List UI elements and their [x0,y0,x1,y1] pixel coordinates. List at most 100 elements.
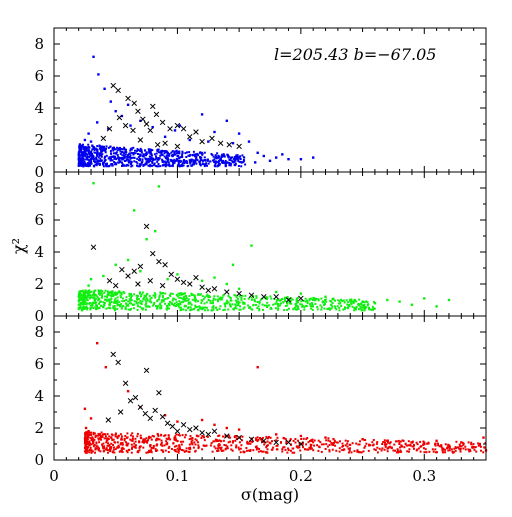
panel-2-band-point [332,297,335,300]
panel-2-band-point [78,300,81,303]
panel-1-band-point [204,162,207,165]
panel-1-band-point [162,150,165,153]
panel-1-band-point [118,159,121,162]
panel-2-band-point [141,308,144,311]
panel-1-band-point [150,156,153,159]
panel-3-band-point [444,443,447,446]
panel-2-band-point [297,308,300,311]
panel-1-band-point [213,158,216,161]
panel-1-band-point [220,155,223,158]
panel-3-band-point [114,434,117,436]
panel-3-band-point [367,449,370,452]
panel-1-band-point [197,154,200,157]
panel-1-band-point [195,158,198,161]
panel-3-band-point [459,445,462,448]
panel-3-band-point [353,450,356,453]
panel-3-cross [142,410,149,417]
panel-2-band-point [317,299,320,302]
panel-3-band-point [393,443,396,446]
panel-2-band-point [120,293,123,296]
panel-3-cross [137,404,144,410]
panel-3-band-point [174,435,177,438]
panel-1-band-point [81,145,84,148]
panel-3-band-point [106,433,109,436]
panel-2-band-point [80,297,83,300]
panel-2-band-point [365,306,368,309]
panel-3-band-point [436,442,439,445]
panel-2-band-point [365,300,368,303]
panel-2-band-point [274,307,277,310]
panel-2-band-point [79,305,82,308]
panel-3-band-point [266,437,269,440]
panel-3-band-point [91,450,94,453]
panel-2-band-point [185,299,187,302]
panel-3-band-point [104,435,107,438]
panel-2-band-point [238,301,241,304]
panel-2-band-point [272,303,275,306]
panel-1-band-point [242,159,245,161]
panel-1-band-point [95,158,98,161]
panel-1-marks [77,55,315,168]
panel-2-band-point [181,308,184,311]
panel-2-band-point [201,295,204,298]
panel-3-band-point [261,450,264,453]
panel-2-band-point [293,307,296,309]
panel-2-cross [156,258,162,265]
panel-3-band-point [385,443,388,446]
panel-1-cross [131,100,137,106]
panel-3-band-point [201,448,204,451]
panel-1-band-point [216,161,219,164]
panel-2-band-point [137,304,139,307]
panel-1-band-point [121,151,123,153]
panel-3-band-point [142,440,145,443]
panel-1-band-point [157,163,160,165]
y-tick-label: 0 [34,307,44,325]
panel-2-band-point [203,306,206,309]
panel-1-point [299,158,303,161]
panel-2-cross [143,223,150,230]
panel-3-band-point [146,440,149,442]
panel-1-band-point [163,160,166,163]
panel-2-band-point [123,292,126,295]
panel-3-band-point [338,447,341,450]
panel-1-band-point [236,158,239,161]
panel-3-band-point [226,445,229,448]
panel-1-band-point [206,158,209,161]
panel-1-band-point [225,164,227,167]
panel-1-band-point [167,161,170,164]
panel-2-band-point [84,295,87,298]
panel-3-band-point [215,440,218,443]
panel-1-band-point [132,146,135,149]
panel-2-band-point [161,294,164,297]
panel-1-band-point [82,146,85,149]
panel-1-band-point [89,163,91,165]
panel-3-band-point [97,449,100,452]
panel-2-band-point [150,301,153,304]
panel-2-frame [53,171,487,317]
panel-2-band-point [280,299,283,302]
panel-2-band-point [204,296,207,299]
panel-1-band-point [103,148,106,151]
panel-1-band-point [145,160,148,163]
panel-3-band-point [424,448,427,451]
panel-3-band-point [179,448,181,450]
panel-1-band-point [200,151,203,154]
panel-1-cross [162,140,168,146]
panel-3-band-point [143,438,146,441]
panel-2-band-point [154,295,157,297]
panel-3-band-point [320,443,323,446]
panel-1-cross [154,142,161,148]
panel-3-band-point [135,444,137,447]
panel-2-band-point [152,294,155,297]
panel-3-point [386,439,389,442]
panel-1-point [247,140,251,143]
panel-2-band-point [295,300,298,303]
panel-3-band-point [324,448,327,450]
panel-2-band-point [153,303,155,306]
panel-3-band-point [351,442,354,445]
panel-1-band-point [181,165,184,167]
panel-3-band-point [282,446,285,449]
panel-3-band-point [164,449,167,452]
panel-2-band-point [313,299,316,302]
panel-2-band-point [140,307,143,310]
